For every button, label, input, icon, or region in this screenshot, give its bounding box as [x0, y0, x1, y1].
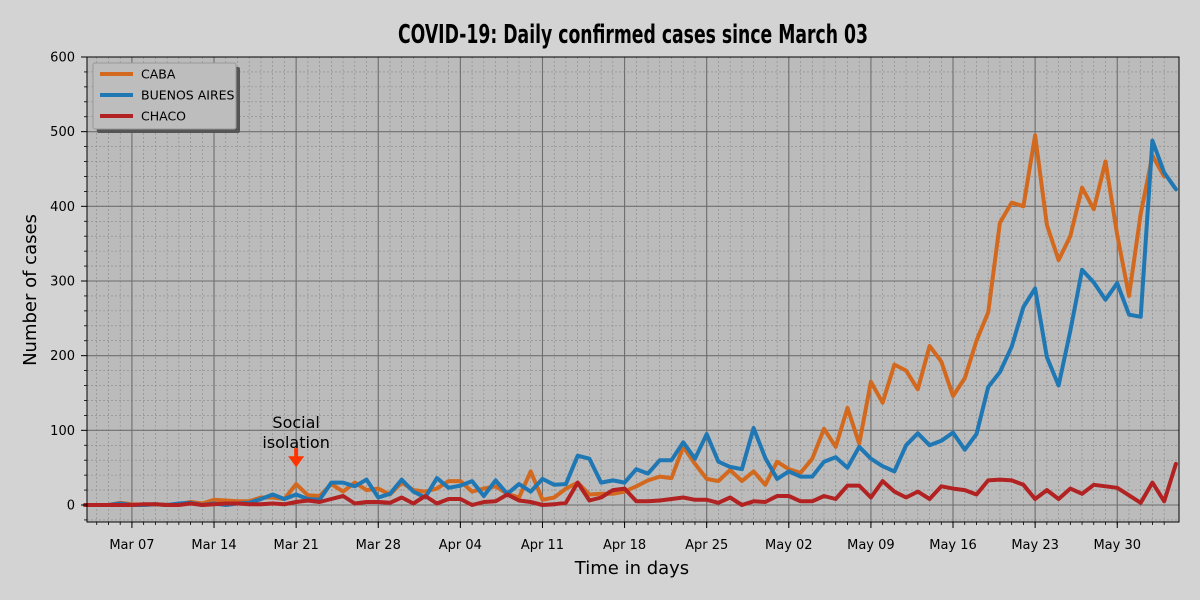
x-tick-label: May 23 [1011, 538, 1059, 553]
y-tick-label: 500 [50, 125, 75, 140]
x-tick-label: Mar 07 [109, 538, 154, 553]
plot-background [87, 57, 1179, 522]
series-line-buenos-aires [83, 138, 1178, 507]
x-tick-label: May 16 [929, 538, 977, 553]
legend-label: BUENOS AIRES [141, 88, 235, 103]
x-tick-label: Mar 14 [191, 538, 236, 553]
y-tick-label: 400 [50, 200, 75, 215]
series-line-chaco [83, 461, 1178, 507]
minor-grid [87, 57, 1179, 522]
x-tick-label: Apr 11 [521, 538, 564, 553]
x-tick-label: Apr 18 [603, 538, 646, 553]
y-tick-label: 100 [50, 424, 75, 439]
major-grid [87, 56, 1179, 522]
annotation-text: Social [272, 413, 319, 432]
x-tick-label: May 30 [1093, 538, 1141, 553]
legend-label: CABA [141, 67, 176, 82]
y-tick-label: 0 [67, 499, 75, 514]
y-axis-label: Number of cases [20, 214, 41, 366]
y-axis: 0 100 200 300 400 500 600 [50, 51, 87, 521]
y-tick-label: 300 [50, 275, 75, 290]
legend-box [92, 62, 237, 130]
annotation-arrow-head [288, 456, 305, 468]
y-tick-label: 600 [50, 51, 75, 66]
x-tick-label: May 09 [847, 538, 895, 553]
chart-title: COVID-19: Daily confirmed cases since Ma… [398, 20, 868, 50]
y-tick-label: 200 [50, 349, 75, 364]
x-axis-label: Time in days [574, 558, 689, 579]
x-tick-label: Apr 25 [685, 538, 728, 553]
annotation-text: isolation [262, 433, 329, 452]
plot-frame [86, 56, 1180, 523]
legend-label: CHACO [141, 109, 186, 124]
series-layer [83, 133, 1178, 507]
legend: CABA BUENOS AIRES CHACO [92, 62, 240, 133]
x-tick-label: Apr 04 [439, 538, 482, 553]
x-tick-label: Mar 28 [356, 538, 401, 553]
x-tick-label: May 02 [765, 538, 813, 553]
x-tick-label: Mar 21 [274, 538, 319, 553]
x-axis: Mar 07 Mar 14 Mar 21 Mar 28 Apr 04 Apr 11 Apr … [96, 522, 1165, 553]
